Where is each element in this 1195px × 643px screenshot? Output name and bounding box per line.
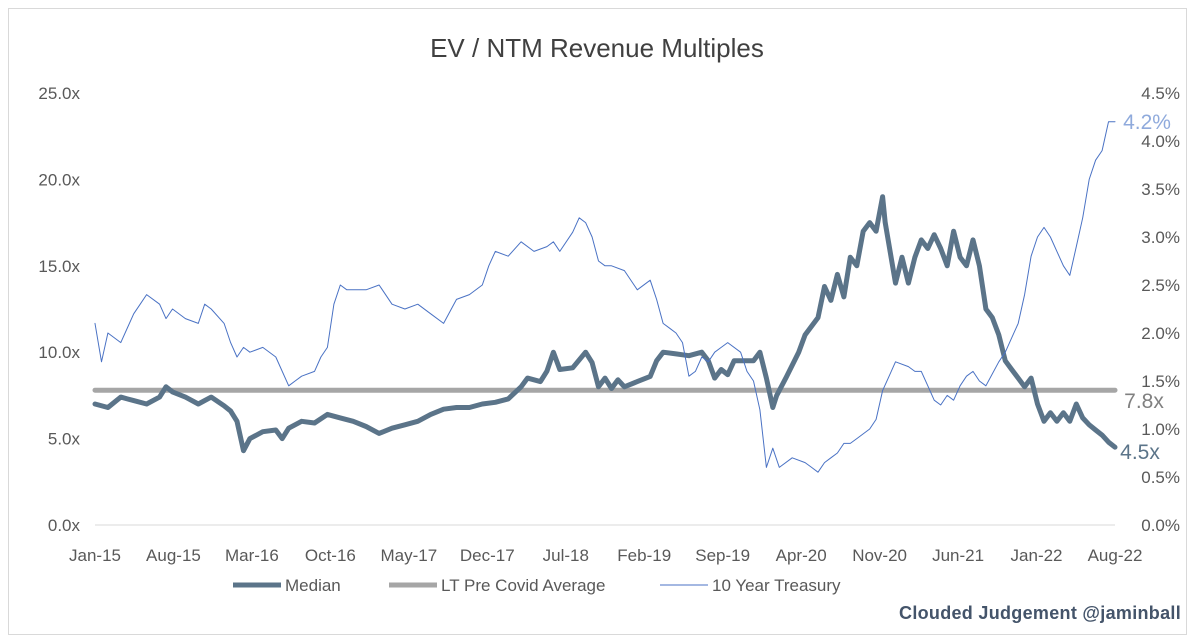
- median-end-label: 4.5x: [1120, 441, 1160, 464]
- y-right-axis: 0.0% 0.5% 1.0% 1.5% 2.0% 2.5% 3.0% 3.5% 4.0% 4.5%: [1141, 84, 1180, 535]
- y-left-tick-label: 15.0x: [38, 257, 80, 276]
- y-right-tick-label: 0.0%: [1141, 516, 1180, 535]
- legend-label-median: Median: [285, 576, 341, 595]
- x-tick-label: Aug-15: [146, 546, 201, 565]
- y-right-tick-label: 1.0%: [1141, 420, 1180, 439]
- chart-title: EV / NTM Revenue Multiples: [430, 33, 764, 63]
- x-tick-label: Feb-19: [617, 546, 671, 565]
- y-right-tick-label: 1.5%: [1141, 372, 1180, 391]
- y-left-tick-label: 25.0x: [38, 84, 80, 103]
- y-right-tick-label: 4.0%: [1141, 132, 1180, 151]
- y-right-tick-label: 4.5%: [1141, 84, 1180, 103]
- x-tick-label: Apr-20: [776, 546, 827, 565]
- x-tick-label: Jul-18: [543, 546, 589, 565]
- legend-label-10-year-treasury: 10 Year Treasury: [712, 576, 841, 595]
- y-left-tick-label: 5.0x: [48, 430, 81, 449]
- x-axis: Jan-15 Aug-15 Mar-16 Oct-16 May-17 Dec-17 Jul-…: [69, 546, 1142, 565]
- y-right-tick-label: 0.5%: [1141, 468, 1180, 487]
- series-median-line: [92, 194, 1118, 454]
- x-tick-label: Oct-16: [305, 546, 356, 565]
- watermark: Clouded Judgement @jaminball: [899, 603, 1181, 623]
- x-tick-label: Jan-15: [69, 546, 121, 565]
- y-left-tick-label: 20.0x: [38, 170, 80, 189]
- y-right-tick-label: 3.0%: [1141, 228, 1180, 247]
- y-right-tick-label: 3.5%: [1141, 180, 1180, 199]
- annotations: 4.5x 7.8x 4.2%: [1120, 111, 1171, 464]
- treasury-end-label: 4.2%: [1123, 111, 1171, 134]
- y-left-tick-label: 0.0x: [48, 516, 81, 535]
- x-tick-label: Dec-17: [460, 546, 515, 565]
- x-tick-label: Jun-21: [932, 546, 984, 565]
- y-left-axis: 0.0x 5.0x 10.0x 15.0x 20.0x 25.0x: [38, 84, 80, 535]
- legend: Median LT Pre Covid Average 10 Year Treasu…: [233, 576, 841, 595]
- x-tick-label: Mar-16: [225, 546, 279, 565]
- x-tick-label: Aug-22: [1088, 546, 1143, 565]
- series-10-year-treasury-line: [94, 121, 1116, 473]
- average-end-label: 7.8x: [1124, 390, 1164, 413]
- legend-label-lt-pre-covid-average: LT Pre Covid Average: [441, 576, 605, 595]
- x-tick-label: Sep-19: [695, 546, 750, 565]
- x-tick-label: May-17: [381, 546, 438, 565]
- chart-frame: [8, 8, 1187, 635]
- series-layer: [92, 121, 1118, 473]
- x-tick-label: Nov-20: [852, 546, 907, 565]
- y-left-tick-label: 10.0x: [38, 343, 80, 362]
- x-tick-label: Jan-22: [1011, 546, 1063, 565]
- y-right-tick-label: 2.5%: [1141, 276, 1180, 295]
- y-right-tick-label: 2.0%: [1141, 324, 1180, 343]
